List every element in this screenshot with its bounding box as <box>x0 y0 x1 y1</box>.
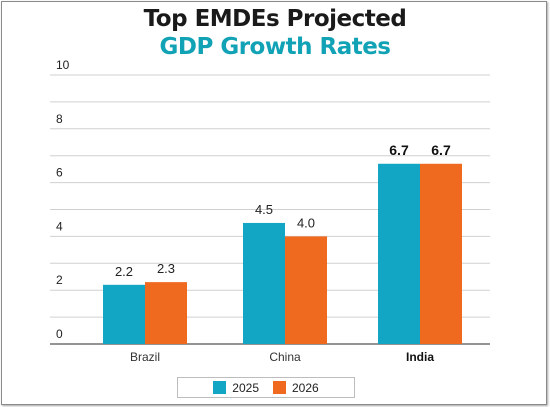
data-label: 4.0 <box>297 215 315 230</box>
y-tick-label: 8 <box>56 112 63 126</box>
y-tick-label: 10 <box>56 58 70 72</box>
legend-item-2026: 2026 <box>273 381 319 395</box>
data-label: 6.7 <box>431 142 451 158</box>
data-label: 4.5 <box>255 202 273 217</box>
bar-china-2026 <box>285 236 327 344</box>
data-label: 2.2 <box>115 264 133 279</box>
bar-brazil-2026 <box>145 282 187 344</box>
y-tick-label: 4 <box>56 219 63 233</box>
chart-title: Top EMDEs Projected <box>143 6 407 32</box>
legend-label-2026: 2026 <box>292 380 319 395</box>
legend-swatch-2026 <box>273 381 286 394</box>
y-tick-label: 0 <box>56 327 63 341</box>
y-tick-label: 2 <box>56 273 63 287</box>
legend-item-2025: 2025 <box>213 381 259 395</box>
x-category-label: Brazil <box>130 350 160 364</box>
x-category-label: India <box>406 350 434 364</box>
bar-india-2025 <box>378 163 420 344</box>
x-category-label: China <box>269 350 301 364</box>
y-tick-label: 6 <box>56 166 63 180</box>
legend: 2025 2026 <box>177 377 355 398</box>
data-label: 6.7 <box>389 142 409 158</box>
legend-swatch-2025 <box>213 381 227 394</box>
bar-india-2026 <box>420 163 462 344</box>
bar-china-2025 <box>243 222 285 344</box>
legend-label-2025: 2025 <box>232 380 259 395</box>
chart-subtitle: GDP Growth Rates <box>159 34 392 60</box>
data-label: 2.3 <box>157 261 175 276</box>
bar-brazil-2025 <box>103 284 145 344</box>
